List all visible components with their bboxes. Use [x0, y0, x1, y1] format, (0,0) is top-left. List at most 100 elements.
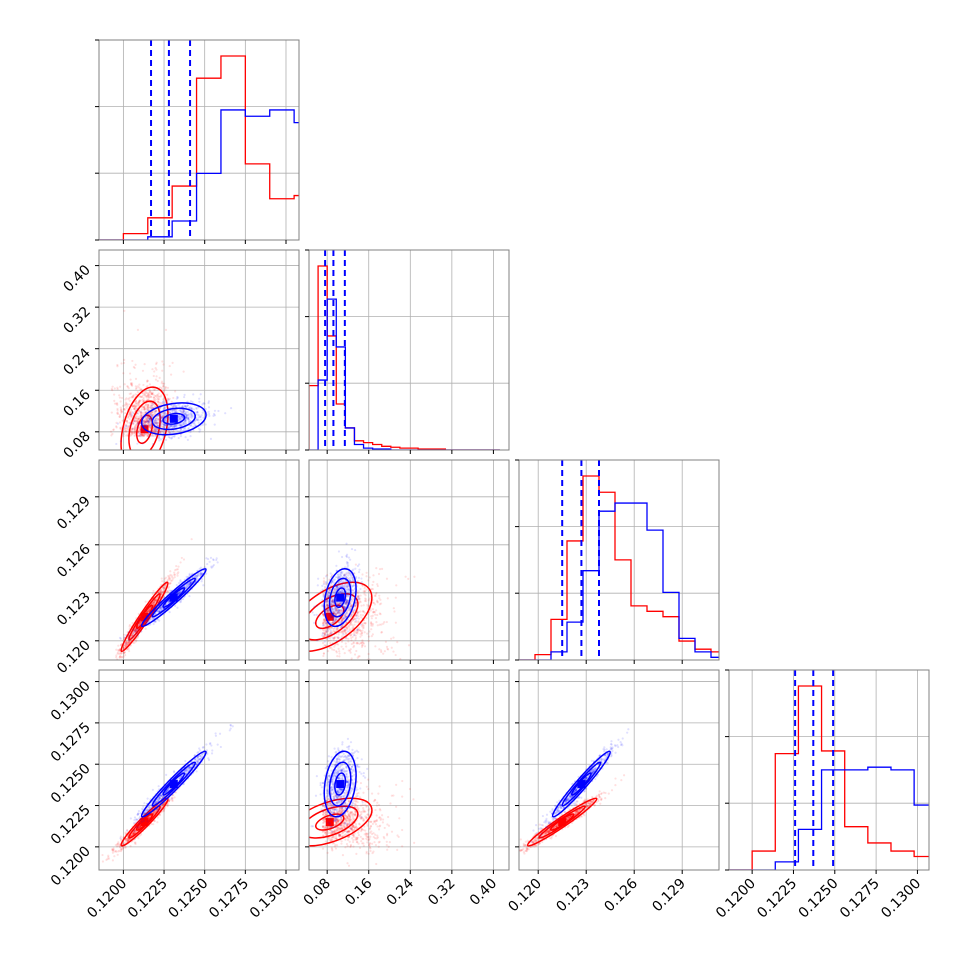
scatter-point — [372, 610, 375, 613]
scatter-point — [325, 630, 328, 634]
scatter-point — [343, 582, 346, 585]
scatter-point — [138, 430, 141, 434]
scatter-point — [329, 582, 332, 585]
scatter-point — [136, 402, 139, 405]
scatter-point — [167, 431, 171, 434]
scatter-point — [126, 419, 129, 422]
scatter-point — [339, 619, 342, 623]
scatter-point — [335, 650, 338, 653]
scatter-point — [376, 584, 379, 588]
scatter-point — [145, 417, 149, 420]
scatter-point — [196, 411, 199, 414]
scatter-point — [333, 610, 336, 613]
histogram-series-1 — [519, 502, 719, 660]
scatter-point — [329, 632, 332, 635]
scatter-point — [103, 672, 105, 674]
scatter-point — [352, 597, 355, 600]
scatter-point — [340, 609, 344, 612]
scatter-point — [340, 555, 344, 559]
scatter-point — [346, 619, 350, 622]
scatter-point — [139, 621, 142, 624]
scatter-point — [378, 568, 382, 571]
scatter-point — [343, 583, 346, 587]
scatter-point — [349, 578, 352, 581]
scatter-point — [334, 618, 337, 622]
scatter-point — [130, 410, 133, 413]
scatter-point — [322, 614, 325, 617]
scatter-point — [354, 605, 357, 608]
scatter-point — [316, 584, 319, 587]
scatter-point — [189, 582, 192, 585]
scatter-point — [349, 605, 353, 608]
scatter-point — [159, 430, 162, 433]
scatter-point — [372, 574, 375, 577]
scatter-point — [195, 574, 198, 578]
scatter-point — [342, 580, 345, 583]
scatter-point — [118, 394, 121, 397]
scatter-point — [150, 404, 153, 408]
scatter-point — [156, 422, 159, 425]
scatter-point — [155, 417, 158, 420]
scatter-point — [347, 592, 350, 595]
scatter-point — [147, 610, 150, 613]
scatter-point — [423, 677, 425, 679]
scatter-point — [322, 620, 325, 623]
scatter-point — [343, 629, 346, 632]
scatter-point — [339, 616, 343, 619]
scatter-point — [325, 575, 328, 578]
scatter-point — [337, 636, 340, 639]
scatter-point — [156, 418, 160, 422]
scatter-point — [357, 621, 360, 624]
y-tick-label: 0.40 — [60, 262, 93, 295]
scatter-point — [180, 429, 183, 432]
scatter-point — [138, 401, 141, 405]
scatter-point — [332, 621, 335, 624]
scatter-point — [172, 430, 175, 433]
scatter-point — [212, 563, 215, 567]
scatter-point — [167, 576, 170, 579]
scatter-point — [327, 587, 330, 590]
scatter-point — [134, 426, 137, 430]
scatter-point — [337, 591, 341, 594]
scatter-point — [344, 602, 347, 605]
scatter-point — [359, 587, 362, 591]
scatter-point — [148, 435, 151, 438]
scatter-point — [144, 627, 147, 630]
scatter-point — [347, 624, 350, 628]
scatter-point — [161, 415, 164, 418]
scatter-point — [355, 598, 359, 601]
scatter-point — [323, 633, 327, 636]
scatter-point — [356, 628, 359, 631]
scatter-point — [181, 404, 185, 408]
scatter-point — [200, 580, 203, 583]
scatter-point — [364, 622, 367, 625]
scatter-point — [335, 612, 338, 615]
scatter-point — [325, 622, 328, 625]
scatter-point — [180, 415, 184, 418]
scatter-point — [134, 629, 137, 632]
scatter-point — [202, 569, 206, 572]
scatter-point — [184, 422, 188, 426]
scatter-point — [144, 411, 147, 414]
scatter-point — [130, 396, 133, 399]
scatter-point — [119, 426, 122, 429]
scatter-point — [345, 601, 349, 604]
scatter-point — [212, 558, 215, 561]
scatter-point — [128, 625, 131, 628]
scatter-point — [334, 608, 337, 611]
scatter-point — [133, 408, 137, 411]
scatter-point — [123, 408, 126, 411]
scatter-point — [371, 614, 374, 617]
scatter-point — [144, 421, 147, 424]
scatter-point — [168, 411, 171, 414]
scatter-point — [146, 407, 149, 410]
scatter-point — [351, 635, 354, 639]
scatter-point — [349, 651, 352, 654]
scatter-point — [153, 430, 157, 434]
scatter-point — [353, 609, 356, 612]
scatter-point — [322, 594, 325, 597]
scatter-point — [168, 364, 171, 368]
scatter-point — [159, 424, 162, 427]
scatter-point — [163, 424, 166, 427]
scatter-point — [153, 601, 156, 604]
